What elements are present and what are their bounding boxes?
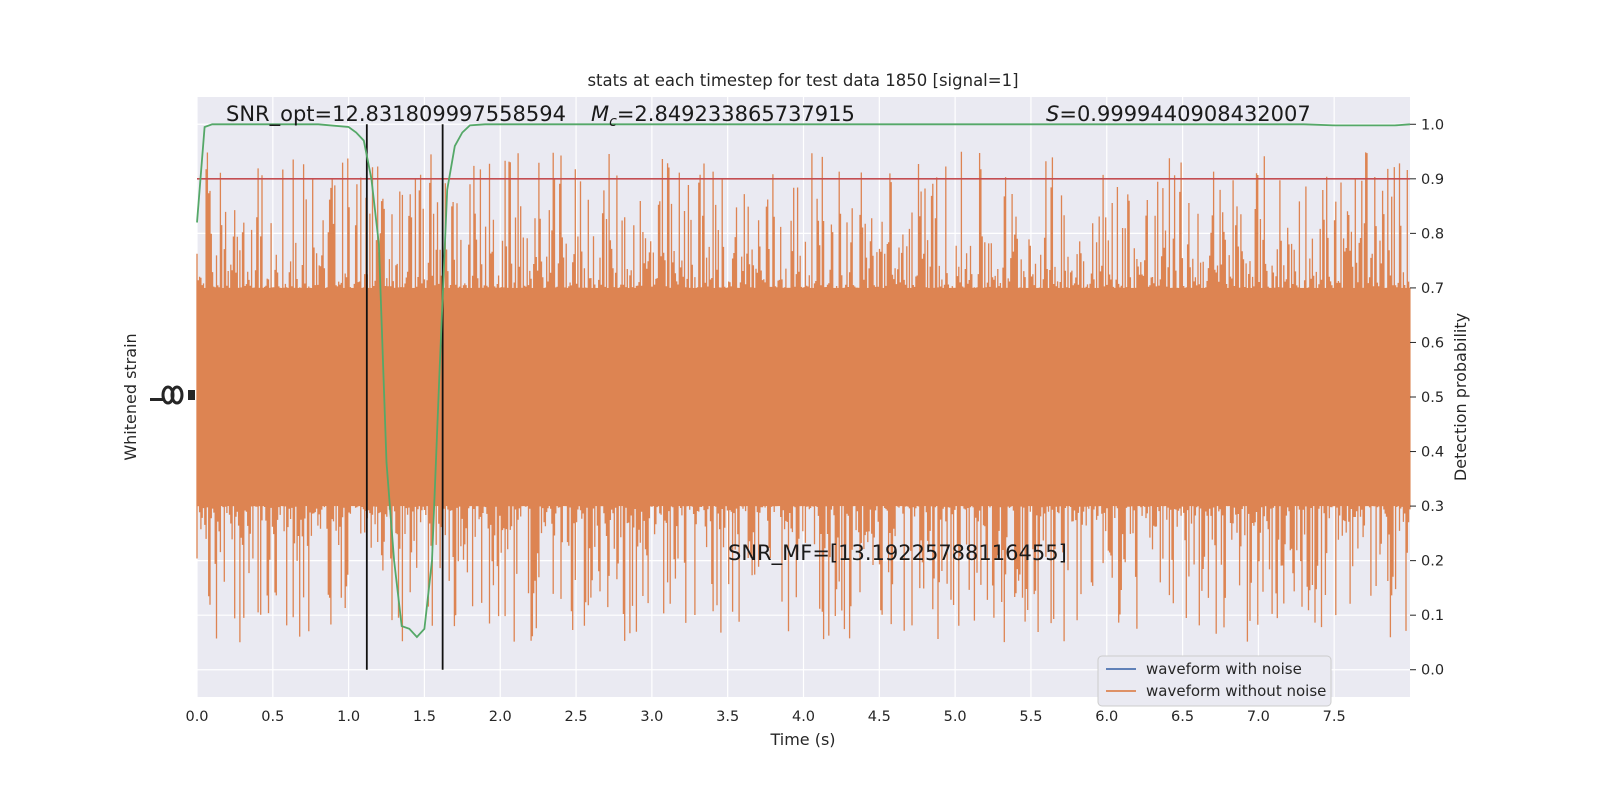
detection-probability-line bbox=[196, 123, 1411, 639]
x-tick-label: 1.0 bbox=[337, 709, 360, 725]
legend-label-with-noise: waveform with noise bbox=[1146, 660, 1302, 678]
y-tick-label: 0.0 bbox=[1421, 663, 1444, 679]
x-tick-label: 6.5 bbox=[1171, 709, 1194, 725]
y-tick-label: 0.3 bbox=[1421, 499, 1444, 515]
right-axis-label: Detection probability bbox=[1451, 313, 1470, 481]
x-axis-label: Time (s) bbox=[769, 730, 835, 749]
x-tick-label: 6.0 bbox=[1095, 709, 1118, 725]
x-tick-label: 0.5 bbox=[261, 709, 284, 725]
left-axis-label: Whitened strain bbox=[121, 333, 140, 460]
x-tick-label: 3.0 bbox=[640, 709, 663, 725]
x-tick-label: 2.0 bbox=[489, 709, 512, 725]
s-statistic-annotation: S=0.9999440908432007 bbox=[1046, 102, 1311, 126]
y-tick-label: 0.7 bbox=[1421, 281, 1444, 297]
x-tick-label: 0.0 bbox=[185, 709, 208, 725]
x-tick-label: 4.5 bbox=[868, 709, 891, 725]
x-tick-label: 5.0 bbox=[944, 709, 967, 725]
series-lines bbox=[196, 123, 1411, 670]
chirp-mass-annotation: Mc=2.849233865737915 bbox=[591, 102, 855, 130]
y-tick-label: 0.9 bbox=[1421, 172, 1444, 188]
y-tick-label: 1.0 bbox=[1421, 117, 1444, 133]
y-tick-label: 0.6 bbox=[1421, 335, 1444, 351]
legend-label-without-noise: waveform without noise bbox=[1146, 682, 1326, 700]
x-tick-label: 3.5 bbox=[716, 709, 739, 725]
snr-opt-annotation: SNR_opt=12.831809997558594 bbox=[226, 102, 566, 127]
x-tick-label: 7.0 bbox=[1247, 709, 1270, 725]
y-tick-label: 0.8 bbox=[1421, 226, 1444, 242]
legend: waveform with noise waveform without noi… bbox=[1097, 655, 1332, 707]
x-tick-label: 7.5 bbox=[1323, 709, 1346, 725]
y-tick-label: 0.1 bbox=[1421, 608, 1444, 624]
x-tick-label: 1.5 bbox=[413, 709, 436, 725]
y-tick-label: 0.4 bbox=[1421, 445, 1444, 461]
noisy-waveform bbox=[196, 151, 1411, 643]
y-tick-label: 0.5 bbox=[1421, 390, 1444, 406]
x-axis-ticks: 0.0 0.5 1.0 1.5 2.0 2.5 3.0 3.5 4.0 4.5 5.0 5.5 6.0 6… bbox=[185, 709, 1345, 725]
noise-spikes bbox=[196, 151, 1411, 643]
x-tick-label: 5.5 bbox=[1019, 709, 1042, 725]
chart-title: stats at each timestep for test data 185… bbox=[587, 71, 1018, 90]
y-tick-label: 0.2 bbox=[1421, 554, 1444, 570]
legend-box bbox=[1097, 655, 1332, 707]
snr-mf-annotation: SNR_MF=[13.19225788116455] bbox=[728, 541, 1067, 566]
right-axis-ticks: 0.0 0.1 0.2 0.3 0.4 0.5 0.6 0.7 0.8 0.9 1.0 bbox=[1410, 117, 1444, 679]
x-tick-label: 2.5 bbox=[565, 709, 588, 725]
left-axis-garbled-ticks bbox=[150, 385, 195, 405]
x-tick-label: 4.0 bbox=[792, 709, 815, 725]
